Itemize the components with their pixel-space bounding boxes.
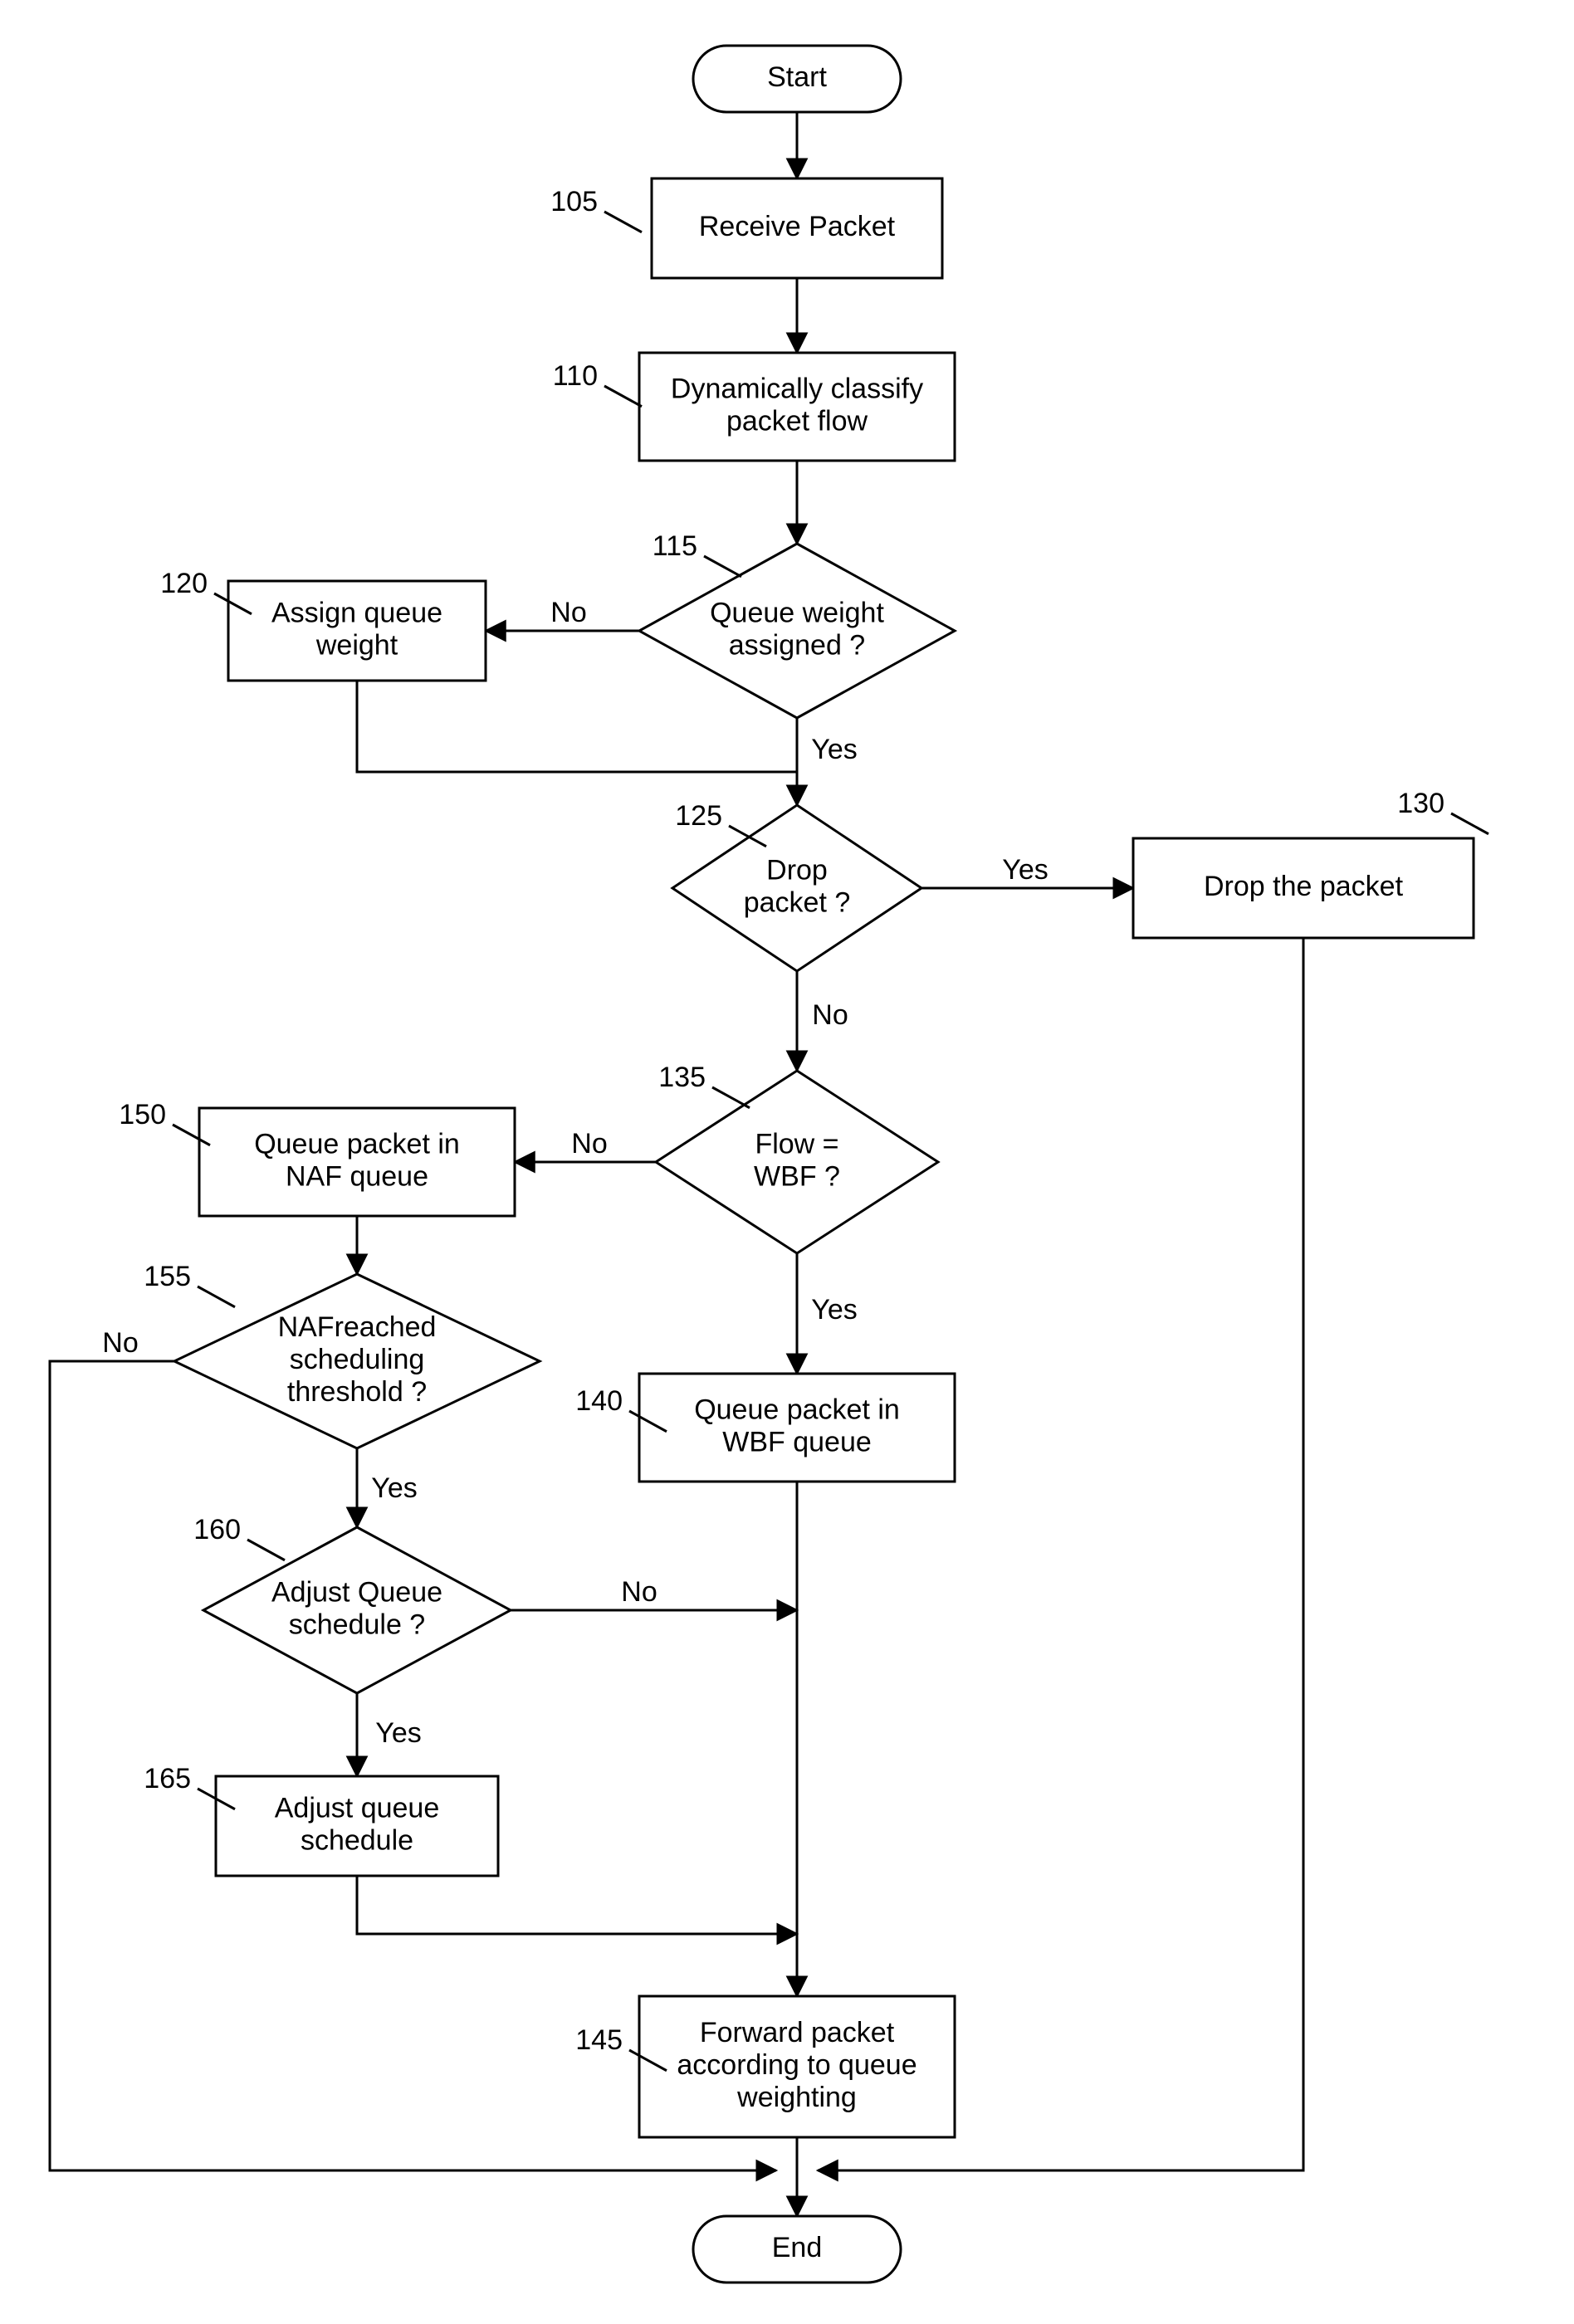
ref-label: 125 xyxy=(675,800,722,832)
node-label: Adjust queue xyxy=(275,1792,440,1824)
ref-label: 145 xyxy=(575,2024,623,2056)
node-label: schedule ? xyxy=(289,1609,425,1641)
node-label: Adjust Queue xyxy=(271,1576,442,1608)
edge-label: No xyxy=(571,1128,607,1160)
flow-edge xyxy=(357,681,797,772)
node-label: Drop xyxy=(766,854,828,886)
ref-label: 135 xyxy=(658,1062,706,1093)
node-label: Queue packet in xyxy=(694,1394,900,1425)
ref-tick xyxy=(712,1087,750,1108)
ref-label: 150 xyxy=(119,1099,166,1130)
edge-label: No xyxy=(812,999,848,1031)
ref-tick xyxy=(604,212,642,232)
edge-label: No xyxy=(621,1576,657,1608)
node-label: Flow = xyxy=(755,1128,838,1160)
ref-tick xyxy=(1451,813,1488,834)
node-label: packet ? xyxy=(744,887,851,919)
ref-label: 165 xyxy=(144,1763,191,1794)
node-label: Queue packet in xyxy=(254,1128,460,1160)
node-label: End xyxy=(772,2232,823,2263)
ref-tick xyxy=(604,386,642,407)
ref-label: 110 xyxy=(553,360,598,392)
node-label: according to queue xyxy=(677,2049,917,2081)
ref-label: 140 xyxy=(575,1385,623,1417)
edge-label: No xyxy=(550,597,586,628)
edge-label: No xyxy=(102,1327,138,1359)
node-label: Dynamically classify xyxy=(671,373,923,404)
ref-tick xyxy=(198,1286,235,1307)
node-label: WBF queue xyxy=(722,1427,872,1458)
flow-edge xyxy=(357,1876,797,1934)
node-label: threshold ? xyxy=(287,1376,427,1408)
ref-label: 120 xyxy=(160,568,208,599)
node-label: packet flow xyxy=(726,406,868,437)
node-label: Forward packet xyxy=(700,2017,895,2048)
ref-tick xyxy=(247,1540,285,1560)
node-label: scheduling xyxy=(290,1344,425,1375)
node-label: Assign queue xyxy=(271,597,442,628)
flowchart-canvas: No Yes Yes No No Yes No Yes No Yes Start Receive Pa… xyxy=(0,0,1574,2324)
node-label: Queue weight xyxy=(710,597,884,628)
node-label: Receive Packet xyxy=(699,211,896,242)
node-label: Start xyxy=(767,61,827,93)
edge-label: Yes xyxy=(1002,854,1048,886)
ref-label: 105 xyxy=(550,186,598,217)
edge-label: Yes xyxy=(811,1294,857,1326)
ref-tick xyxy=(704,556,741,577)
node-label: weight xyxy=(315,630,398,662)
edge-label: Yes xyxy=(811,734,857,765)
node-label: NAF queue xyxy=(286,1161,428,1193)
ref-label: 115 xyxy=(653,530,697,562)
node-label: schedule xyxy=(301,1825,413,1857)
ref-label: 160 xyxy=(193,1514,241,1545)
ref-label: 130 xyxy=(1397,788,1444,819)
node-label: Drop the packet xyxy=(1204,871,1404,902)
edge-label: Yes xyxy=(375,1717,421,1749)
edge-label: Yes xyxy=(371,1472,417,1504)
node-label: assigned ? xyxy=(729,630,865,662)
flow-edge xyxy=(818,938,1303,2170)
node-label: weighting xyxy=(736,2082,857,2113)
node-label: WBF ? xyxy=(754,1161,840,1193)
ref-label: 155 xyxy=(144,1261,191,1292)
node-label: NAFreached xyxy=(278,1311,437,1343)
